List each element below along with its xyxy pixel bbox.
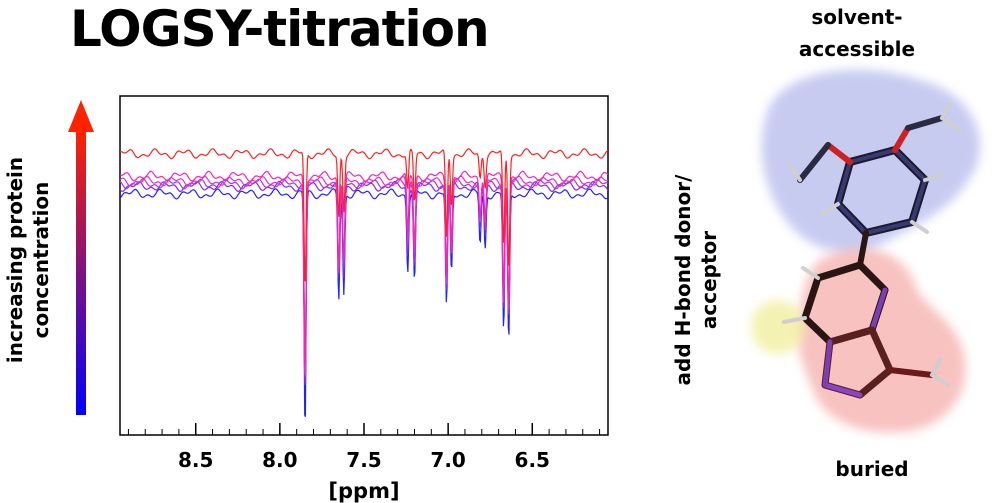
x-axis-label: [ppm] [328, 479, 399, 503]
label-add-hbond: add H-bond donor/ [671, 174, 695, 386]
x-tick-label: 8.0 [262, 448, 297, 472]
x-tick-label: 6.5 [515, 448, 550, 472]
spectra-group [119, 148, 609, 418]
label-acceptor: acceptor [697, 231, 721, 329]
x-tick-label: 7.0 [430, 448, 465, 472]
label-solvent: solvent- [811, 5, 902, 29]
spectrum-series-5 [119, 170, 609, 364]
x-tick-label: 8.5 [178, 448, 213, 472]
dimethoxyphenyl-ring [788, 102, 962, 237]
side-label-line1: increasing protein [3, 157, 27, 363]
plot-frame [119, 95, 609, 436]
spectrum-series-1 [119, 188, 609, 418]
accessible-surface [761, 69, 980, 253]
side-label-line2: concentration [29, 182, 53, 339]
x-axis-ticks: 8.5 8.0 7.5 7.0 6.5 [127, 423, 601, 472]
spectrum-series-4 [119, 175, 609, 377]
x-tick-label: 7.5 [346, 448, 381, 472]
spectrum-series-6 [119, 148, 609, 282]
imidazopyridine-core [782, 230, 950, 399]
label-accessible: accessible [799, 37, 915, 61]
arrow-head [68, 100, 94, 132]
label-buried: buried [835, 457, 908, 481]
hbond-site-sphere [751, 300, 805, 354]
concentration-arrow [68, 100, 94, 415]
chart-title: LOGSY-titration [70, 0, 490, 58]
arrow-shaft [76, 130, 86, 415]
molecule-illustration: solvent- accessible add H-bond donor/ ac… [671, 5, 980, 481]
